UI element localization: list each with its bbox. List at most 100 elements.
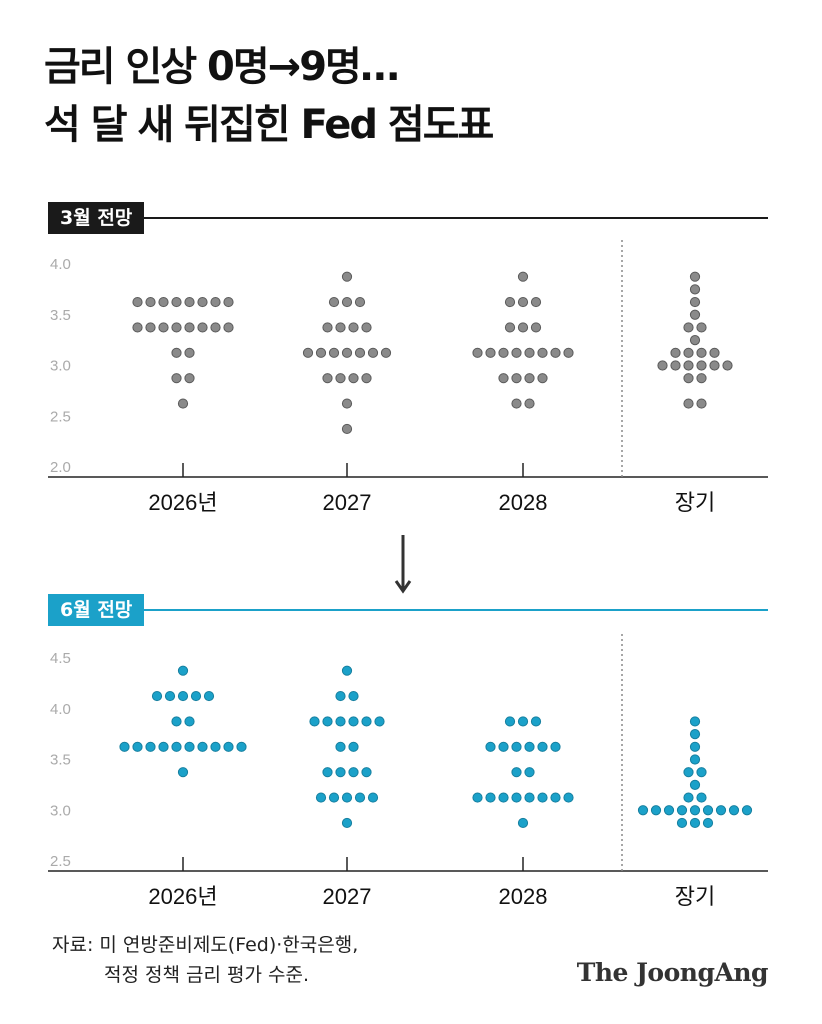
title-line-2: 석 달 새 뒤집힌 Fed 점도표 xyxy=(44,102,494,148)
dot-point xyxy=(524,741,535,752)
dot-point xyxy=(550,792,561,803)
dot-point xyxy=(485,347,496,358)
dot-point xyxy=(524,792,535,803)
dot-point xyxy=(190,690,202,702)
dot-point xyxy=(177,665,189,676)
y-tick-label: 3.0 xyxy=(50,802,71,819)
dot-point xyxy=(689,271,701,282)
dot-point xyxy=(504,322,516,333)
dot-point xyxy=(361,373,372,384)
dot-point xyxy=(504,716,516,727)
dot-point xyxy=(171,373,182,384)
dot-point xyxy=(663,805,675,816)
dot-point xyxy=(524,767,535,778)
x-tick-label: 2028 xyxy=(499,884,548,909)
dot-point xyxy=(335,767,346,778)
x-tick-label: 2027 xyxy=(323,884,372,909)
dot-point xyxy=(361,716,372,727)
dot-point xyxy=(223,296,234,308)
x-tick-label: 장기 xyxy=(675,884,715,909)
dot-point xyxy=(145,296,156,308)
dot-point xyxy=(637,805,649,816)
y-tick-label: 2.5 xyxy=(50,853,71,870)
dot-point xyxy=(177,398,189,409)
dot-point xyxy=(119,741,130,752)
dot-point xyxy=(210,322,221,333)
dot-point xyxy=(367,347,379,358)
dot-point xyxy=(689,779,701,790)
dot-point xyxy=(670,360,681,371)
dot-point xyxy=(696,347,707,358)
dot-point xyxy=(354,296,366,308)
dot-point xyxy=(670,347,681,358)
dot-point xyxy=(472,792,483,803)
dot-point xyxy=(689,335,701,346)
dot-point xyxy=(236,741,247,752)
dot-point xyxy=(485,741,496,752)
dot-point xyxy=(348,716,359,727)
dot-point xyxy=(530,716,542,727)
x-tick-label: 2028 xyxy=(499,490,548,515)
y-tick-label: 4.0 xyxy=(50,701,71,718)
dot-point xyxy=(683,373,694,384)
dot-point xyxy=(715,805,727,816)
y-tick-label: 2.0 xyxy=(50,459,71,476)
dot-point xyxy=(537,741,548,752)
dot-point xyxy=(328,792,340,803)
dot-point xyxy=(504,296,516,308)
dot-point xyxy=(380,347,392,358)
dot-point xyxy=(335,741,346,752)
dot-point xyxy=(537,347,548,358)
dot-point xyxy=(151,690,163,702)
dot-point xyxy=(498,347,509,358)
dot-point xyxy=(676,805,688,816)
source-line-1: 자료: 미 연방준비제도(Fed)·한국은행, xyxy=(52,934,359,956)
dot-point xyxy=(177,690,189,702)
dot-point xyxy=(335,373,346,384)
dot-point xyxy=(341,792,353,803)
dot-point xyxy=(184,716,195,727)
x-tick-label: 장기 xyxy=(675,490,715,515)
dot-point xyxy=(341,271,353,282)
dot-point xyxy=(348,741,359,752)
dot-point xyxy=(335,322,346,333)
dot-point xyxy=(498,792,509,803)
dot-point xyxy=(335,690,346,702)
dot-point xyxy=(563,792,574,803)
dot-point xyxy=(696,360,707,371)
dot-point xyxy=(511,741,522,752)
dot-point xyxy=(550,347,561,358)
dot-point xyxy=(164,690,176,702)
publisher-logo: The JoongAng xyxy=(576,958,769,987)
x-tick-label: 2026년 xyxy=(148,884,217,909)
y-tick-label: 3.5 xyxy=(50,307,71,324)
dot-point xyxy=(184,296,195,308)
dot-point xyxy=(511,767,522,778)
dot-point xyxy=(171,716,182,727)
dot-point xyxy=(696,792,707,803)
dot-point xyxy=(354,792,366,803)
dot-point xyxy=(689,729,701,740)
dot-point xyxy=(322,716,333,727)
dot-point xyxy=(367,792,379,803)
dot-point xyxy=(132,296,143,308)
dot-point xyxy=(348,767,359,778)
dot-plot-june: 2.5 3.0 3.5 4.0 4.5 2026년 2027 2028 장기 xyxy=(48,634,768,909)
panel-label-june: 6월 전망 xyxy=(48,594,145,626)
dot-point xyxy=(683,398,694,409)
dot-point xyxy=(210,296,221,308)
dot-point xyxy=(361,767,372,778)
dot-point xyxy=(550,741,561,752)
dot-point xyxy=(223,741,234,752)
dot-point xyxy=(348,690,359,702)
dot-point xyxy=(530,322,542,333)
dot-point xyxy=(498,741,509,752)
dot-point xyxy=(683,792,694,803)
dot-point xyxy=(689,284,701,295)
dot-point xyxy=(197,322,208,333)
dot-point xyxy=(683,322,694,333)
dot-point xyxy=(485,792,496,803)
dot-point xyxy=(348,373,359,384)
dot-point xyxy=(322,322,333,333)
dot-point xyxy=(511,373,522,384)
